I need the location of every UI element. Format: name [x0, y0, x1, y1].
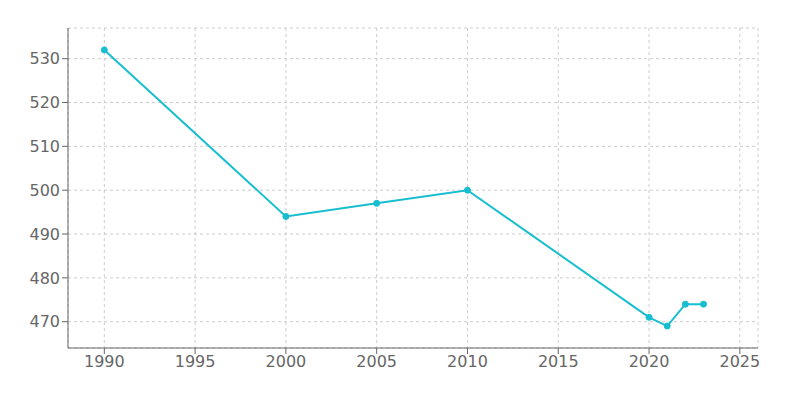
- svg-text:500: 500: [29, 181, 60, 200]
- svg-text:2005: 2005: [356, 352, 397, 371]
- svg-text:2020: 2020: [629, 352, 670, 371]
- svg-text:1990: 1990: [84, 352, 125, 371]
- svg-text:510: 510: [29, 137, 60, 156]
- svg-text:2010: 2010: [447, 352, 488, 371]
- svg-text:530: 530: [29, 49, 60, 68]
- svg-text:470: 470: [29, 312, 60, 331]
- svg-text:2000: 2000: [266, 352, 307, 371]
- svg-text:480: 480: [29, 269, 60, 288]
- svg-text:520: 520: [29, 93, 60, 112]
- svg-text:1995: 1995: [175, 352, 216, 371]
- svg-text:2025: 2025: [719, 352, 760, 371]
- svg-text:2015: 2015: [538, 352, 579, 371]
- svg-text:490: 490: [29, 225, 60, 244]
